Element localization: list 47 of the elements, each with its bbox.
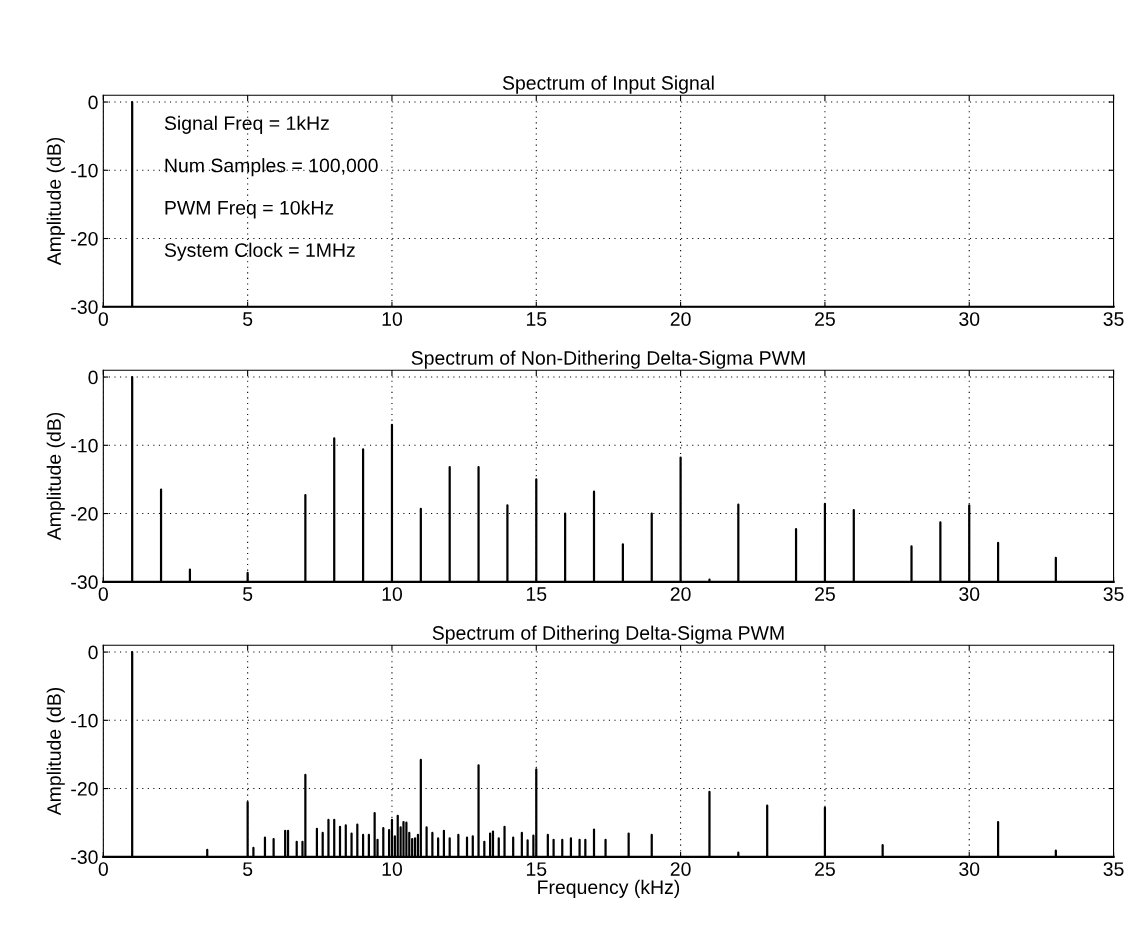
x-tick-label: 25: [815, 862, 835, 876]
x-tick-label: 35: [1103, 862, 1124, 876]
x-tick-label: 10: [382, 587, 403, 601]
x-tick-label: 25: [815, 587, 835, 601]
x-tick-label: 20: [670, 312, 691, 326]
x-tick-label: 30: [959, 312, 980, 326]
x-tick-label: 0: [98, 312, 108, 326]
x-tick-label: 35: [1103, 312, 1124, 326]
y-tick-label: 0: [88, 645, 98, 660]
x-tick-label: 20: [670, 587, 691, 601]
x-tick-label: 25: [815, 312, 835, 326]
y-tick-label: -30: [71, 575, 98, 590]
chart-title: Spectrum of Non-Dithering Delta-Sigma PWM: [411, 350, 805, 369]
y-tick-label: -20: [71, 507, 98, 521]
x-tick-label: 30: [959, 862, 980, 876]
x-tick-label: 15: [526, 862, 547, 876]
y-tick-label: -10: [71, 438, 98, 453]
chart-title: Spectrum of Input Signal: [502, 75, 714, 94]
x-tick-label: 5: [243, 862, 253, 876]
y-tick-label: -10: [71, 163, 98, 178]
x-tick-label: 35: [1103, 587, 1124, 601]
annotation: Signal Freq = 1kHz: [164, 115, 329, 134]
y-tick-label: -20: [71, 782, 98, 796]
y-tick-label: -10: [71, 713, 98, 728]
x-axis-title: Frequency (kHz): [538, 879, 680, 898]
y-tick-label: 0: [88, 95, 98, 110]
x-tick-label: 10: [382, 862, 403, 876]
x-tick-label: 10: [382, 312, 403, 326]
y-axis-title: Amplitude (dB): [46, 687, 65, 816]
annotation: PWM Freq = 10kHz: [165, 200, 334, 219]
annotation: Num Samples = 100,000: [165, 158, 378, 177]
x-tick-label: 20: [670, 862, 691, 876]
x-tick-label: 15: [526, 587, 547, 601]
x-tick-label: 0: [98, 587, 108, 601]
x-tick-label: 5: [243, 587, 253, 601]
chart-title: Spectrum of Dithering Delta-Sigma PWM: [432, 625, 784, 644]
y-tick-label: -30: [71, 300, 98, 314]
annotation: System Clock = 1MHz: [164, 242, 355, 261]
x-tick-label: 30: [959, 587, 980, 601]
y-axis-title: Amplitude (dB): [46, 137, 65, 266]
y-tick-label: -30: [71, 850, 98, 865]
x-tick-label: 15: [526, 312, 547, 326]
y-axis-title: Amplitude (dB): [46, 412, 65, 541]
x-tick-label: 0: [98, 862, 108, 876]
x-tick-label: 5: [243, 312, 253, 326]
y-tick-label: -20: [71, 231, 98, 246]
y-tick-label: 0: [88, 370, 98, 385]
